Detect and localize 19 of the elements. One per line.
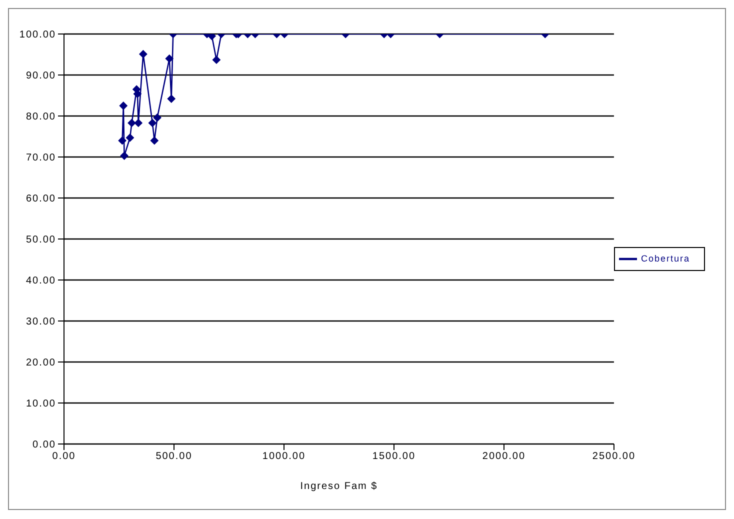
x-tick-label: 500.00 [156,451,192,462]
y-tick-label: 60.00 [26,194,56,205]
x-tick-label: 1500.00 [372,451,416,462]
x-tick-label: 0.00 [52,451,76,462]
x-axis-title: Ingreso Fam $ [300,481,378,492]
x-tick-label: 2500.00 [592,451,636,462]
y-tick-label: 40.00 [26,276,56,287]
y-tick-label: 100.00 [19,30,56,41]
y-tick-label: 50.00 [26,234,56,246]
legend-label: Cobertura [640,253,690,264]
y-tick-label: 70.00 [26,152,56,164]
x-tick-label: 2000.00 [482,451,526,462]
y-tick-label: 0.00 [32,440,56,451]
y-tick-label: 90.00 [26,70,56,82]
y-tick-label: 10.00 [26,398,56,410]
y-tick-label: 30.00 [26,316,56,328]
x-tick-label: 1000.00 [262,451,306,462]
y-tick-label: 80.00 [26,112,56,123]
y-tick-label: 20.00 [26,358,56,369]
